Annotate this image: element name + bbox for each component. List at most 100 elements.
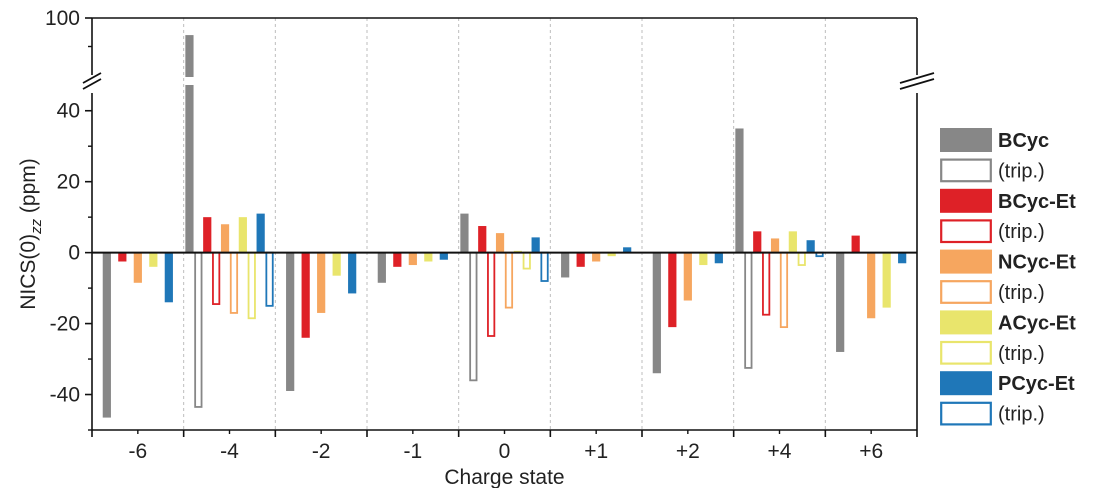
bar-pcyc-et	[898, 252, 907, 264]
bar-pcyc-et	[623, 247, 632, 253]
bar-trip--trip-	[229, 251, 239, 314]
bar-trip--trip-	[487, 251, 496, 337]
legend-swatch-trip	[940, 219, 992, 244]
legend-label-bcyc-et: BCyc-Et	[998, 191, 1076, 213]
axis-break-mark	[82, 78, 102, 90]
bar-pcyc-et	[806, 240, 815, 253]
bar-ncyc-et	[867, 252, 876, 319]
legend-swatch-trip	[940, 340, 992, 365]
bar-pcyc-et	[348, 252, 357, 294]
bar-bcyc	[460, 213, 469, 253]
legend-label-bcyc: BCyc	[998, 130, 1049, 152]
bar-bcyc-et	[668, 252, 677, 328]
bar-bcyc-et	[301, 252, 310, 338]
bar-pcyc-et	[164, 252, 173, 303]
bar-ncyc-et	[495, 233, 505, 253]
y-axis-title: NICS(0)zz (ppm)	[17, 158, 45, 310]
x-tick-label: +4	[768, 440, 792, 463]
x-tick-label: -2	[312, 440, 331, 463]
bar-bcyc-et	[576, 252, 585, 267]
bar-acyc-et	[788, 231, 797, 253]
bar-bcyc	[735, 128, 744, 253]
bar-pcyc-et	[256, 213, 265, 253]
axis-break-mark	[899, 72, 935, 84]
axis-break-mark	[82, 72, 102, 84]
bar-acyc-et	[699, 252, 708, 266]
bar-bcyc-et	[753, 231, 762, 253]
bar-acyc-et	[332, 252, 341, 276]
legend-label-trip: (trip.)	[998, 282, 1045, 304]
bar-bcyc-et	[203, 217, 212, 253]
bar-ncyc-et	[220, 224, 230, 253]
bar-bcyc-et	[393, 252, 402, 267]
x-tick-label: -1	[403, 440, 422, 463]
y-tick-label: 100	[45, 7, 80, 30]
bar-bcyc	[561, 252, 570, 278]
legend-swatch-trip	[940, 158, 992, 183]
bar-bcyc	[836, 252, 845, 352]
bar-trip--trip-	[247, 251, 256, 320]
legend-label-trip: (trip.)	[998, 221, 1045, 243]
legend-swatch-bcyc-et	[940, 188, 992, 213]
bar-trip--trip-	[540, 251, 549, 282]
y-tick-label: 40	[57, 100, 80, 123]
y-tick-label: 0	[68, 242, 80, 265]
bar-acyc-et	[149, 252, 158, 267]
bar-trip--trip-	[744, 251, 753, 369]
bar-trip--trip-	[762, 251, 771, 316]
y-tick-label: 20	[57, 171, 80, 194]
legend-label-trip: (trip.)	[998, 404, 1045, 426]
bar-bcyc	[286, 252, 295, 391]
axes: -40 -20 0 20 40 100 -6 -4 -2 -1 0 +1 +2 +4 +6 Charge st…	[17, 7, 935, 488]
x-tick-label: -4	[220, 440, 239, 463]
x-tick-label: +1	[584, 440, 608, 463]
bar-trip--trip-	[504, 251, 514, 309]
axis-break-mark	[899, 78, 935, 90]
x-tick-label: +6	[859, 440, 883, 463]
legend-swatch-acyc-et	[940, 310, 992, 335]
legend-label-trip: (trip.)	[998, 160, 1045, 182]
bar-pcyc-et	[531, 237, 540, 253]
legend-swatch-pcyc-et	[940, 371, 992, 396]
bar-bcyc	[377, 252, 386, 283]
x-axis-title: Charge state	[444, 466, 564, 488]
legend-label-ncyc-et: NCyc-Et	[998, 252, 1076, 274]
bar-ncyc-et	[770, 238, 780, 253]
bar-trip--trip-	[194, 251, 203, 408]
bar-trip--trip-	[779, 251, 789, 329]
legend-swatch-trip	[940, 280, 992, 304]
bar-bcyc-upper	[185, 35, 194, 77]
x-tick-label: -6	[128, 440, 147, 463]
bar-bcyc-et	[478, 226, 487, 253]
bar-acyc-et	[238, 217, 247, 253]
bar-trip--trip-	[212, 251, 221, 305]
y-tick-label: -40	[50, 384, 80, 407]
bar-ncyc-et	[133, 252, 142, 283]
bar-trip--trip-	[469, 251, 478, 382]
legend-label-trip: (trip.)	[998, 343, 1045, 365]
y-tick-label: -20	[50, 313, 80, 336]
x-tick-label: 0	[499, 440, 511, 463]
legend-swatch-trip	[940, 401, 992, 426]
bar-acyc-et	[882, 252, 891, 308]
bar-pcyc-et	[439, 252, 448, 260]
bar-ncyc-et	[683, 252, 692, 301]
bar-ncyc-et	[408, 252, 417, 266]
bar-bcyc	[102, 252, 111, 418]
legend: BCyc (trip.) BCyc-Et (trip.) NCyc-Et (trip.) A…	[940, 128, 1076, 426]
x-tick-label: +2	[676, 440, 700, 463]
legend-label-pcyc-et: PCyc-Et	[998, 373, 1075, 395]
bar-trip--trip-	[797, 251, 806, 266]
bar-acyc-et	[607, 252, 616, 257]
legend-swatch-ncyc-et	[940, 249, 992, 274]
bar-ncyc-et	[592, 252, 601, 262]
bar-trip--trip-	[522, 251, 531, 270]
bar-trip--trip-	[265, 251, 274, 307]
bar-ncyc-et	[317, 252, 326, 313]
bars	[102, 35, 907, 418]
legend-label-acyc-et: ACyc-Et	[998, 312, 1076, 334]
bar-bcyc	[652, 252, 661, 374]
category-separators	[183, 18, 826, 430]
bar-bcyc-et	[118, 252, 127, 262]
